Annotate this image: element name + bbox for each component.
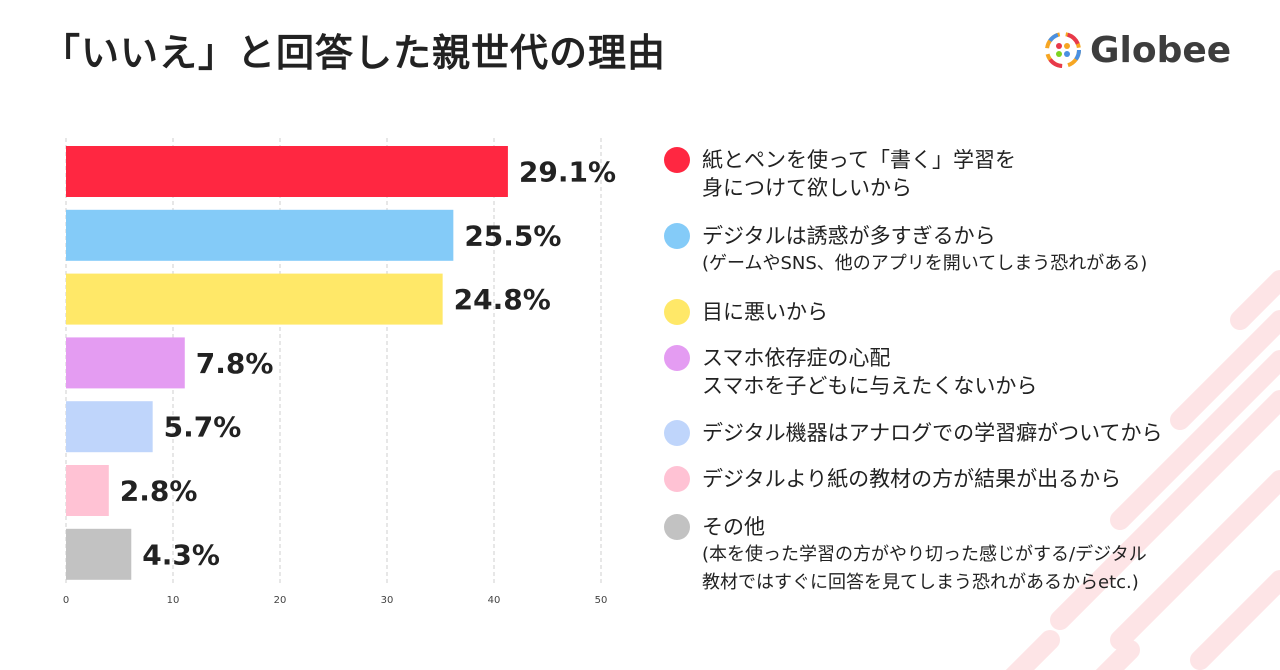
- x-tick-label: 40: [488, 595, 501, 606]
- bar: [66, 209, 454, 261]
- legend-sub-label: 教材ではすぐに回答を見てしまう恐れがあるからetc.): [702, 572, 1139, 593]
- bar: [66, 273, 443, 325]
- decorative-stripe: [1050, 390, 1280, 630]
- legend-label: デジタルより紙の教材の方が結果が出るから: [702, 467, 1122, 491]
- legend-item: デジタルは誘惑が多すぎるから (ゲームやSNS、他のアプリを開いてしまう恐れがある…: [664, 222, 1147, 278]
- legend-label: 目に悪いから: [702, 300, 828, 324]
- bar: [66, 146, 508, 197]
- brand-name: Globee: [1090, 29, 1232, 71]
- bar-data-label: 2.8%: [120, 475, 198, 508]
- bar-chart: 29.1% 25.5% 24.8% 7.8% 5.7% 2.8% 4.3% 0 10 20 30 4…: [63, 138, 616, 606]
- x-tick-label: 50: [595, 595, 608, 606]
- legend-item: 紙とペンを使って「書く」学習を 身につけて欲しいから: [664, 146, 1016, 202]
- legend-text: デジタルは誘惑が多すぎるから (ゲームやSNS、他のアプリを開いてしまう恐れがある…: [702, 222, 1147, 278]
- x-tick-label: 10: [167, 595, 180, 606]
- legend-text: デジタルより紙の教材の方が結果が出るから: [702, 465, 1121, 493]
- legend-text: 目に悪いから: [702, 298, 828, 326]
- x-tick-label: 30: [381, 595, 394, 606]
- decorative-stripe: [1095, 640, 1140, 670]
- legend-item: デジタルより紙の教材の方が結果が出るから: [664, 465, 1121, 493]
- legend-color-dot: [664, 514, 690, 540]
- bar: [66, 401, 153, 453]
- x-tick-label: 20: [274, 595, 287, 606]
- legend-item: 目に悪いから: [664, 298, 828, 326]
- legend-item: その他 (本を使った学習の方がやり切った感じがする/デジタル 教材ではすぐに回答を見…: [664, 513, 1147, 597]
- bar: [66, 528, 132, 580]
- legend-item: スマホ依存症の心配スマホを子どもに与えたくないから: [664, 344, 1037, 400]
- legend-item: デジタル機器はアナログでの学習癖がついてから: [664, 419, 1163, 447]
- bar: [66, 337, 185, 389]
- brand-logo: Globee: [1044, 28, 1231, 72]
- globee-logo-icon: [1045, 32, 1081, 68]
- decorative-stripe: [1110, 350, 1280, 530]
- decorative-stripe: [1005, 630, 1060, 670]
- decorative-stripe: [1170, 310, 1280, 430]
- legend-label: デジタル機器はアナログでの学習癖がついてから: [702, 421, 1163, 445]
- legend-color-dot: [664, 147, 690, 173]
- bar-data-label: 7.8%: [196, 347, 274, 380]
- legend-sub-label: (本を使った学習の方がやり切った感じがする/デジタル: [702, 544, 1147, 565]
- legend-color-dot: [664, 466, 690, 492]
- legend-text: 紙とペンを使って「書く」学習を 身につけて欲しいから: [702, 146, 1016, 202]
- decorative-stripe: [1230, 270, 1280, 330]
- legend-color-dot: [664, 223, 690, 249]
- legend-color-dot: [664, 299, 690, 325]
- legend-label: 紙とペンを使って「書く」学習を: [702, 148, 1016, 172]
- legend-sub-label: (ゲームやSNS、他のアプリを開いてしまう恐れがある): [702, 253, 1148, 274]
- page-title: 「いいえ」と回答した親世代の理由: [42, 31, 667, 75]
- bar-data-label: 29.1%: [519, 156, 616, 189]
- legend-text: スマホ依存症の心配スマホを子どもに与えたくないから: [702, 344, 1037, 400]
- decorative-stripe: [1190, 570, 1280, 670]
- legend-color-dot: [664, 420, 690, 446]
- bar-data-label: 4.3%: [142, 538, 220, 571]
- decorative-stripe: [1110, 470, 1280, 650]
- bar-data-label: 24.8%: [454, 283, 551, 316]
- legend-label: その他: [702, 515, 765, 539]
- x-tick-label: 0: [63, 595, 69, 606]
- bar-data-label: 25.5%: [464, 219, 561, 252]
- legend-text: その他 (本を使った学習の方がやり切った感じがする/デジタル 教材ではすぐに回答を見…: [702, 513, 1147, 597]
- legend-color-dot: [664, 345, 690, 371]
- legend-label: 身につけて欲しいから: [702, 176, 912, 200]
- legend-label: スマホ依存症の心配: [702, 346, 891, 370]
- bar-data-label: 5.7%: [164, 411, 242, 444]
- bar: [66, 465, 109, 516]
- legend-text: デジタル機器はアナログでの学習癖がついてから: [702, 419, 1163, 447]
- legend-label: デジタルは誘惑が多すぎるから: [702, 224, 996, 248]
- legend-label: スマホを子どもに与えたくないから: [702, 374, 1038, 398]
